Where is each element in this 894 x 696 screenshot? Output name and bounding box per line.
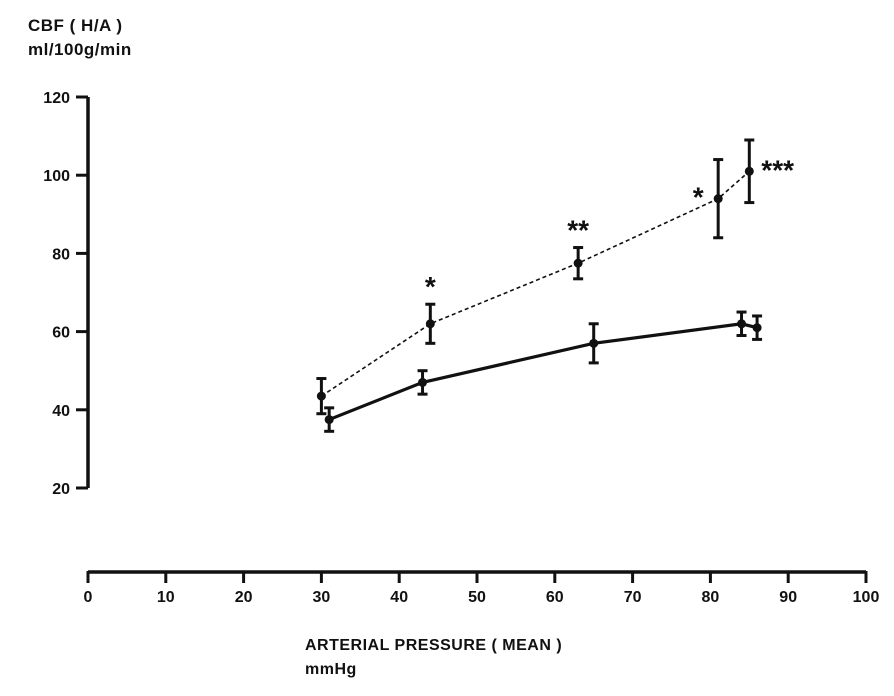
y-tick-label: 20 (52, 481, 70, 498)
series-layer (316, 138, 763, 433)
significance-marker: * (693, 182, 704, 213)
data-point (316, 391, 326, 401)
data-point (752, 323, 762, 333)
x-tick-label: 70 (624, 589, 642, 606)
x-tick-label: 20 (235, 589, 253, 606)
x-axis-label-line-1: ARTERIAL PRESSURE ( MEAN ) (305, 637, 563, 654)
data-point (324, 415, 334, 425)
annotations-layer: ******* (425, 154, 794, 302)
x-tick-label: 10 (157, 589, 175, 606)
data-point (573, 258, 583, 268)
series-1-line (320, 170, 750, 397)
significance-marker: * (425, 271, 436, 302)
axes: 20 40 60 80 100 120 0 10 20 30 40 50 60 70 80 90 100 (43, 90, 879, 606)
data-point (589, 338, 599, 348)
significance-marker: ** (567, 215, 589, 246)
x-tick-label: 80 (702, 589, 720, 606)
y-tick-label: 40 (52, 403, 70, 420)
significance-marker: *** (761, 154, 794, 185)
y-axis-label-line-1: CBF ( H/A ) (28, 16, 123, 35)
y-tick-label: 80 (52, 246, 70, 263)
x-tick-label: 50 (468, 589, 486, 606)
y-tick-label: 60 (52, 325, 70, 342)
x-tick-label: 60 (546, 589, 564, 606)
x-axis-label-line-2: mmHg (305, 661, 357, 678)
x-tick-label: 30 (313, 589, 331, 606)
data-point (425, 319, 435, 329)
x-tick-label: 100 (853, 589, 880, 606)
y-tick-label: 120 (43, 90, 70, 107)
data-point (744, 166, 754, 176)
data-point (737, 319, 747, 329)
data-point (418, 377, 428, 387)
x-tick-label: 0 (84, 589, 93, 606)
y-axis-label-line-2: ml/100g/min (28, 40, 132, 59)
y-tick-label: 100 (43, 168, 70, 185)
x-tick-label: 40 (390, 589, 408, 606)
x-tick-label: 90 (779, 589, 797, 606)
data-point (713, 194, 723, 204)
series-2-line (328, 322, 758, 422)
